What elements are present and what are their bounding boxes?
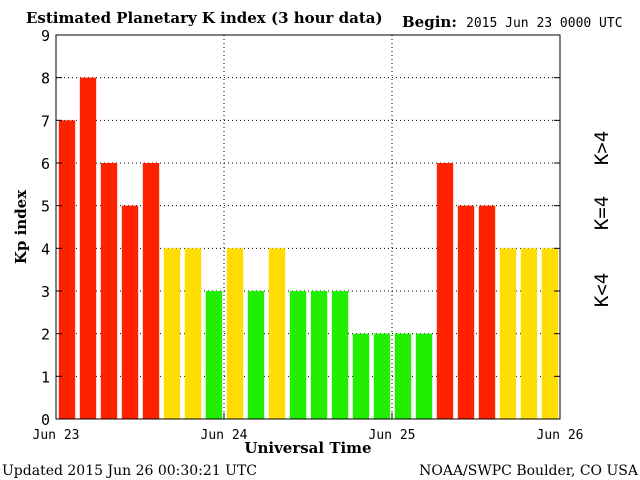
kp-bar xyxy=(184,248,202,419)
x-axis-label: Universal Time xyxy=(244,439,371,457)
x-tick-label: Jun 24 xyxy=(201,428,248,443)
kp-bar xyxy=(268,248,286,419)
x-tick-label: Jun 23 xyxy=(33,428,80,443)
y-tick-label: 1 xyxy=(41,368,50,386)
legend-k-eq-4: K=4 xyxy=(591,196,613,230)
chart-title: Estimated Planetary K index (3 hour data… xyxy=(26,9,383,27)
legend-k-gt-4: K>4 xyxy=(591,131,613,165)
kp-bar xyxy=(331,291,349,419)
kp-bar xyxy=(79,77,97,420)
kp-bar xyxy=(457,205,475,419)
y-tick-label: 0 xyxy=(41,411,50,429)
kp-bar xyxy=(415,333,433,419)
bars xyxy=(58,77,559,420)
y-axis-label: Kp index xyxy=(12,189,30,264)
kp-bar xyxy=(58,120,76,419)
begin-value: 2015 Jun 23 0000 UTC xyxy=(466,16,623,31)
source-credit: NOAA/SWPC Boulder, CO USA xyxy=(419,463,639,479)
x-tick-label: Jun 25 xyxy=(369,428,416,443)
legend-k-lt-4: K<4 xyxy=(591,273,613,307)
kp-bar xyxy=(289,291,307,419)
kp-bar xyxy=(394,333,412,419)
y-tick-label: 4 xyxy=(41,240,50,258)
begin-label: Begin: xyxy=(402,13,457,31)
x-tick-label: Jun 26 xyxy=(537,428,584,443)
y-tick-label: 7 xyxy=(41,112,50,130)
kp-bar xyxy=(205,291,223,419)
kp-bar xyxy=(247,291,265,419)
y-axis-ticks: 0 1 2 3 4 5 6 7 8 9 xyxy=(41,27,560,429)
x-axis-ticks: Jun 23 Jun 24 Jun 25 Jun 26 xyxy=(33,413,584,443)
kp-bar xyxy=(142,163,160,419)
y-tick-label: 6 xyxy=(41,155,50,173)
kp-bar xyxy=(310,291,328,419)
y-tick-label: 9 xyxy=(41,27,50,45)
y-tick-label: 8 xyxy=(41,70,50,88)
kp-bar xyxy=(478,205,496,419)
legend: K>4 K=4 K<4 xyxy=(591,131,613,307)
y-tick-label: 3 xyxy=(41,283,50,301)
kp-bar xyxy=(352,333,370,419)
kp-bar xyxy=(226,248,244,419)
kp-bar xyxy=(100,163,118,419)
kp-bar xyxy=(436,163,454,419)
grid-lines xyxy=(56,35,560,419)
kp-bar xyxy=(163,248,181,419)
y-tick-label: 5 xyxy=(41,198,50,216)
kp-bar xyxy=(121,205,139,419)
y-tick-label: 2 xyxy=(41,326,50,344)
kp-bar xyxy=(373,333,391,419)
kp-bar xyxy=(520,248,538,419)
kp-bar xyxy=(499,248,517,419)
updated-text: Updated 2015 Jun 26 00:30:21 UTC xyxy=(2,463,257,479)
plot-frame xyxy=(55,34,561,420)
